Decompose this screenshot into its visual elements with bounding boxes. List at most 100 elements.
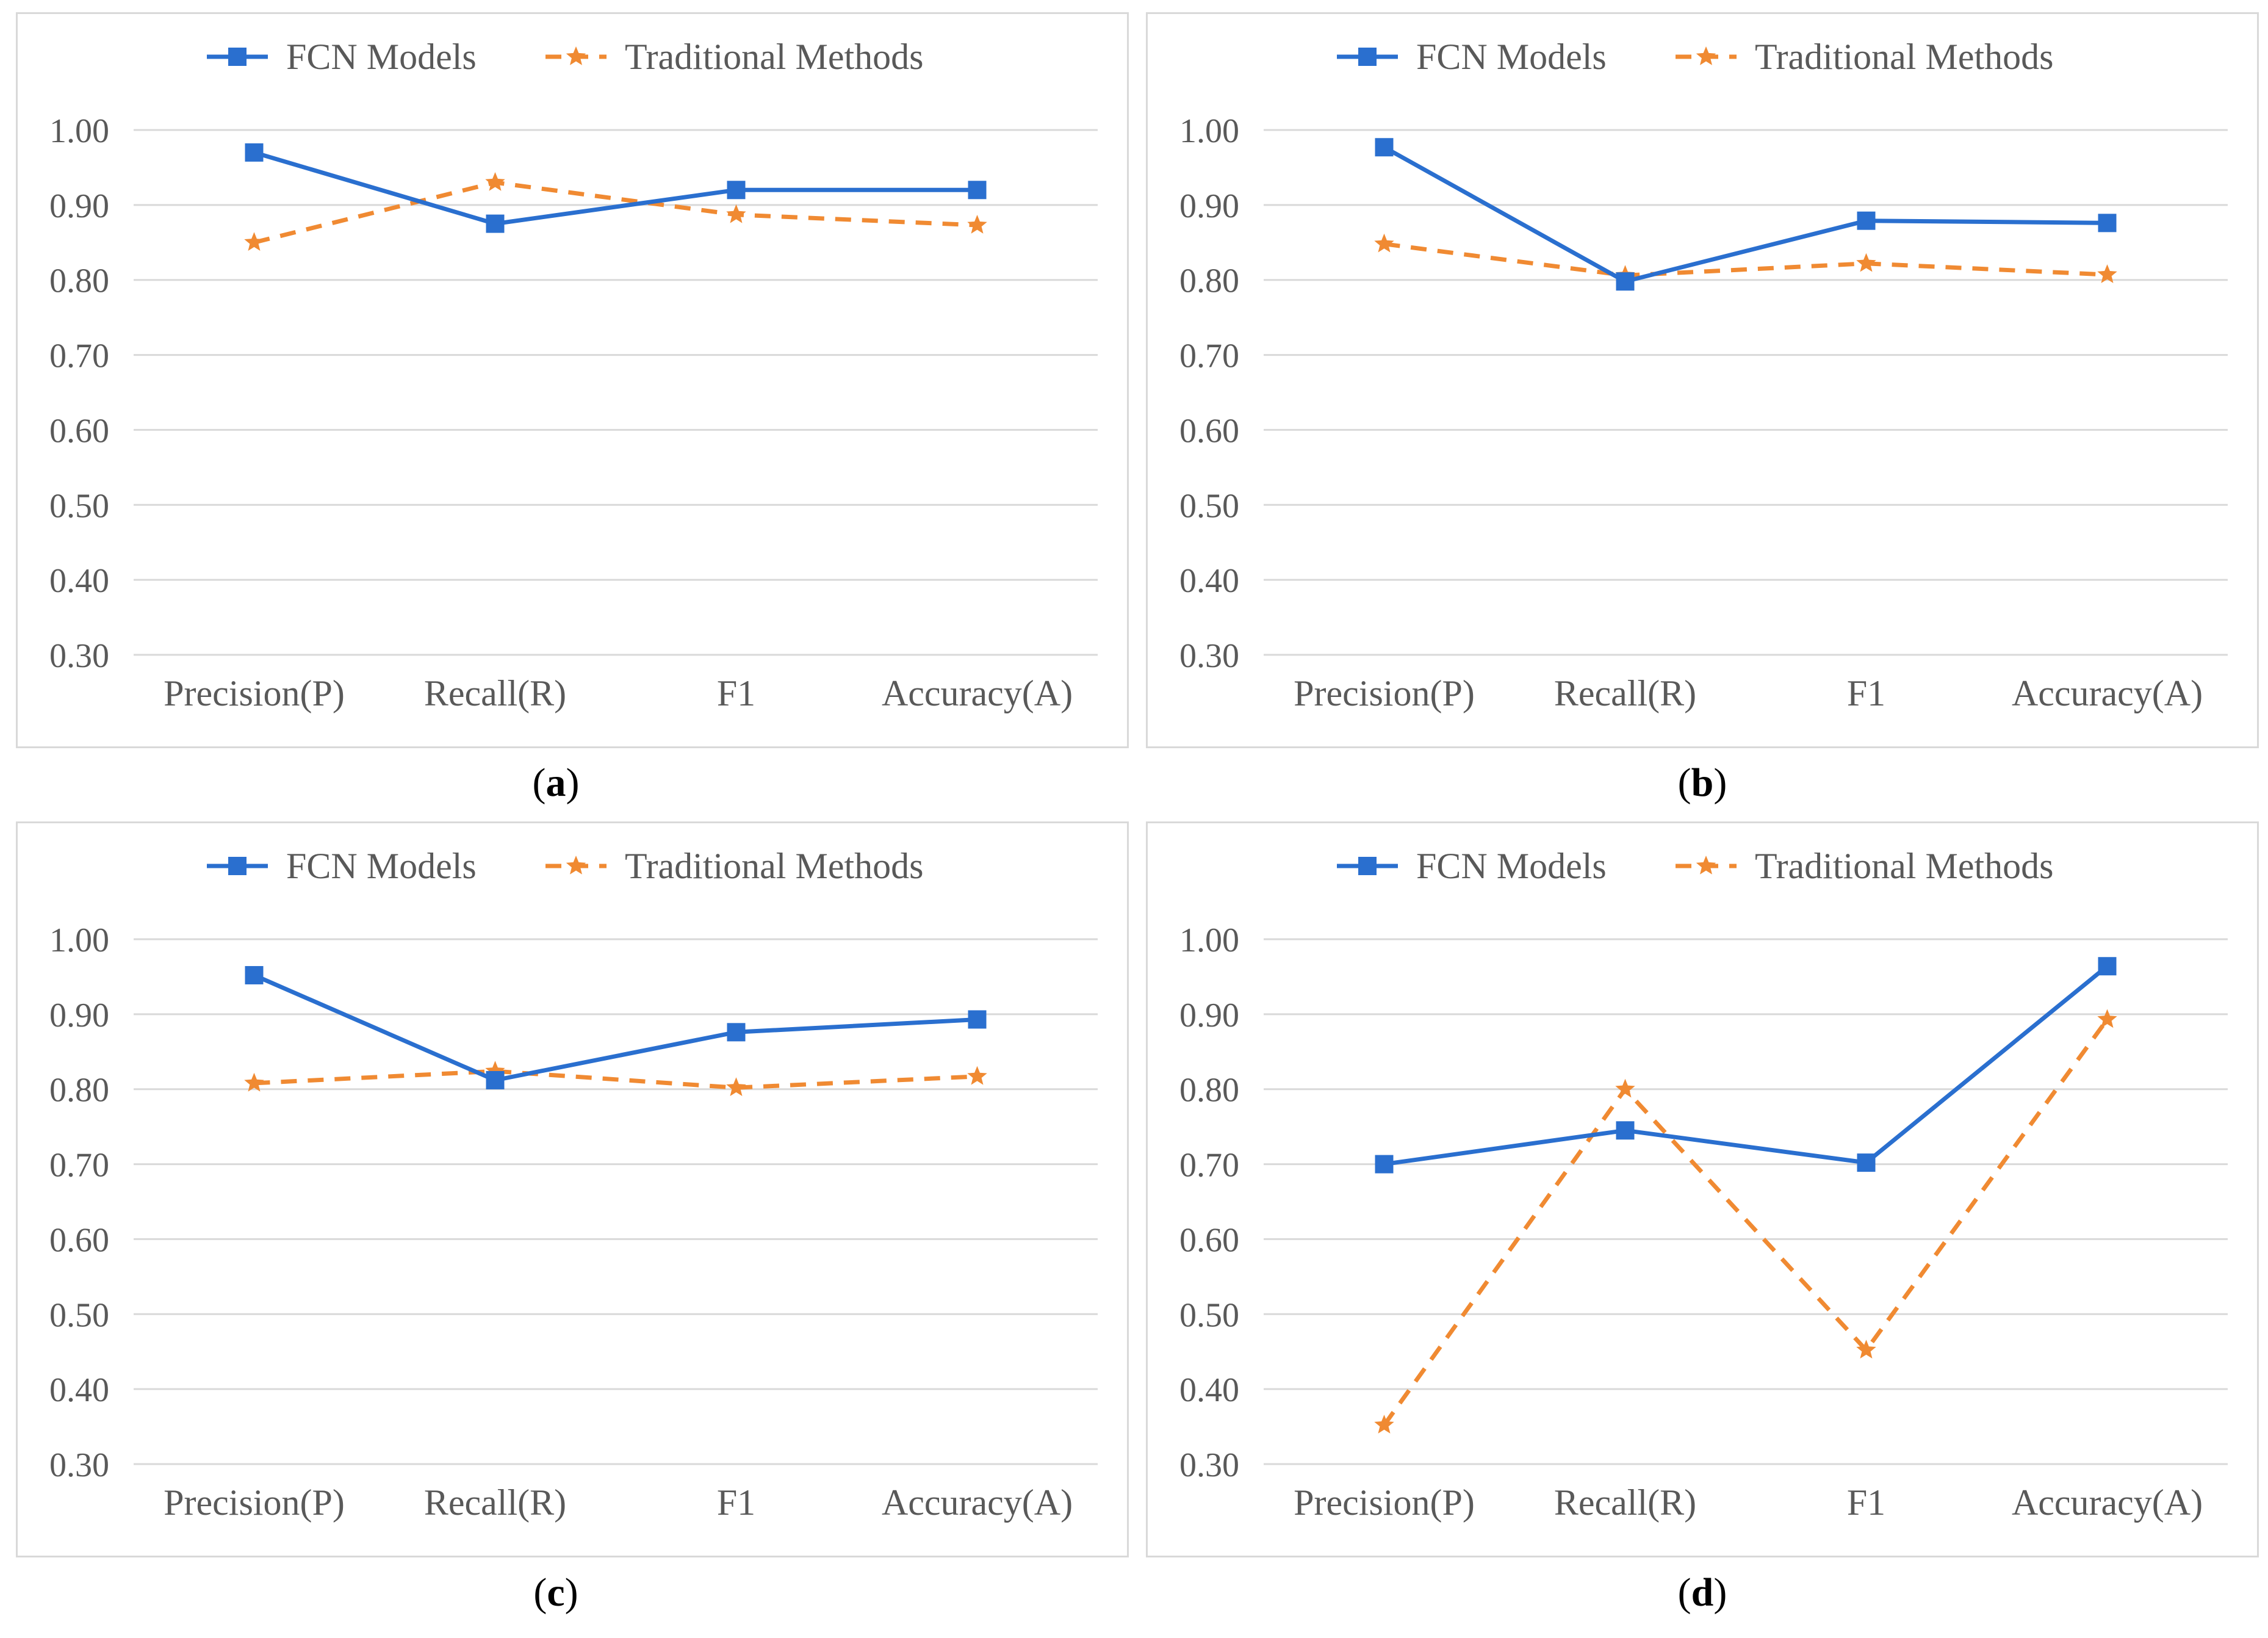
data-point-fcn xyxy=(968,1010,987,1029)
y-tick-label: 0.40 xyxy=(49,562,109,600)
data-point-traditional xyxy=(1615,1078,1635,1098)
y-tick-label: 0.80 xyxy=(49,262,109,300)
y-tick-label: 0.80 xyxy=(1179,262,1239,300)
y-tick-label: 1.00 xyxy=(1179,112,1239,150)
legend: FCN Models Traditional Methods xyxy=(207,37,923,77)
x-category-label: F1 xyxy=(717,1482,755,1523)
y-tick-label: 0.40 xyxy=(49,1371,109,1409)
data-point-fcn xyxy=(1857,1153,1876,1172)
data-point-traditional xyxy=(485,172,505,191)
legend-marker-traditional xyxy=(1696,856,1716,875)
y-tick-label: 0.90 xyxy=(1179,997,1239,1034)
legend-label-traditional: Traditional Methods xyxy=(1755,846,2053,886)
series-line-traditional xyxy=(254,1069,977,1090)
data-point-traditional xyxy=(1374,1415,1394,1434)
y-tick-label: 0.60 xyxy=(49,1221,109,1259)
y-tick-label: 0.70 xyxy=(49,337,109,375)
x-category-label: Precision(P) xyxy=(164,1482,345,1523)
y-tick-label: 0.40 xyxy=(1179,1371,1239,1409)
y-tick-label: 0.30 xyxy=(1179,637,1239,675)
x-category-label: Precision(P) xyxy=(164,673,345,713)
data-point-fcn xyxy=(1375,1155,1394,1174)
y-tick-label: 0.50 xyxy=(1179,487,1239,525)
chart-panel-d: 1.00 0.90 0.80 0.70 0.60 0.50 0.40 0.30 Precisio… xyxy=(1146,821,2259,1557)
legend-label-fcn: FCN Models xyxy=(1416,846,1607,886)
y-tick-label: 0.80 xyxy=(49,1072,109,1109)
legend: FCN Models Traditional Methods xyxy=(1337,37,2053,77)
x-category-label: Recall(R) xyxy=(424,1482,566,1523)
y-tick-label: 0.70 xyxy=(1179,337,1239,375)
y-tick-label: 0.30 xyxy=(49,1446,109,1484)
legend-label-traditional: Traditional Methods xyxy=(1755,37,2053,77)
x-category-label: F1 xyxy=(1847,1482,1885,1523)
data-point-traditional xyxy=(726,204,746,223)
x-category-label: Accuracy(A) xyxy=(882,1482,1073,1523)
chart-svg-d: 1.00 0.90 0.80 0.70 0.60 0.50 0.40 0.30 Precisio… xyxy=(1179,846,2228,1523)
legend-marker-traditional xyxy=(566,856,586,875)
y-tick-label: 0.60 xyxy=(49,412,109,450)
data-point-traditional xyxy=(1856,253,1876,272)
legend-label-fcn: FCN Models xyxy=(1416,37,1607,77)
y-tick-label: 0.60 xyxy=(1179,1221,1239,1259)
series-line-traditional xyxy=(1384,242,2108,278)
chart-svg-a: 1.00 0.90 0.80 0.70 0.60 0.50 0.40 0.30 Precisio… xyxy=(49,37,1098,713)
x-category-label: F1 xyxy=(1847,673,1885,713)
caption-a: (a) xyxy=(532,760,580,805)
legend-marker-traditional xyxy=(566,46,586,65)
data-point-traditional xyxy=(2097,264,2117,283)
y-tick-label: 1.00 xyxy=(49,112,109,150)
data-point-fcn xyxy=(2098,214,2117,233)
data-point-traditional xyxy=(967,1066,987,1085)
data-point-fcn xyxy=(245,143,264,162)
legend-marker-fcn xyxy=(1358,857,1377,875)
caption-c: (c) xyxy=(533,1570,578,1615)
y-tick-label: 0.90 xyxy=(49,187,109,225)
y-tick-label: 1.00 xyxy=(1179,922,1239,959)
x-category-label: Precision(P) xyxy=(1294,1482,1475,1523)
caption-b: (b) xyxy=(1677,760,1727,805)
chart-panel-a: 1.00 0.90 0.80 0.70 0.60 0.50 0.40 0.30 Precisio… xyxy=(16,12,1129,748)
legend: FCN Models Traditional Methods xyxy=(207,846,923,886)
data-point-traditional xyxy=(244,1072,264,1092)
data-point-fcn xyxy=(1616,272,1635,291)
legend-label-traditional: Traditional Methods xyxy=(625,37,923,77)
data-point-traditional xyxy=(1856,1340,1876,1358)
x-category-label: Accuracy(A) xyxy=(2012,673,2203,713)
series-line-traditional xyxy=(1382,1018,2109,1427)
data-point-traditional xyxy=(2097,1009,2117,1028)
x-category-label: F1 xyxy=(717,673,755,713)
data-point-traditional xyxy=(1374,233,1394,253)
data-point-fcn xyxy=(1375,138,1394,157)
y-tick-label: 0.50 xyxy=(49,1296,109,1334)
data-point-traditional xyxy=(726,1077,746,1096)
y-tick-label: 0.70 xyxy=(1179,1147,1239,1185)
x-category-label: Accuracy(A) xyxy=(882,673,1073,713)
data-point-fcn xyxy=(486,214,505,233)
chart-panel-c: 1.00 0.90 0.80 0.70 0.60 0.50 0.40 0.30 Precisio… xyxy=(16,821,1129,1557)
y-tick-label: 0.90 xyxy=(49,997,109,1034)
chart-svg-b: 1.00 0.90 0.80 0.70 0.60 0.50 0.40 0.30 Precisio… xyxy=(1179,37,2228,713)
data-point-fcn xyxy=(1616,1121,1635,1140)
data-point-fcn xyxy=(245,965,264,984)
data-point-traditional xyxy=(244,232,264,251)
data-point-fcn xyxy=(727,1023,746,1042)
data-point-fcn xyxy=(2098,957,2117,976)
series-line-fcn xyxy=(253,973,977,1083)
data-point-traditional xyxy=(485,1061,505,1080)
legend-marker-fcn xyxy=(228,857,247,875)
legend: FCN Models Traditional Methods xyxy=(1337,846,2053,886)
y-tick-label: 0.50 xyxy=(49,487,109,525)
chart-panel-b: 1.00 0.90 0.80 0.70 0.60 0.50 0.40 0.30 Precisio… xyxy=(1146,12,2259,748)
y-tick-label: 0.90 xyxy=(1179,187,1239,225)
series-line-fcn xyxy=(1383,145,2108,284)
legend-marker-traditional xyxy=(1696,46,1716,65)
x-category-label: Recall(R) xyxy=(424,673,566,713)
y-tick-label: 0.60 xyxy=(1179,412,1239,450)
data-point-fcn xyxy=(1857,211,1876,230)
legend-marker-fcn xyxy=(228,48,247,66)
x-category-label: Recall(R) xyxy=(1554,1482,1696,1523)
series-line-fcn xyxy=(253,150,977,226)
y-tick-label: 0.80 xyxy=(1179,1072,1239,1109)
y-tick-label: 0.30 xyxy=(49,637,109,675)
y-tick-label: 0.50 xyxy=(1179,1296,1239,1334)
